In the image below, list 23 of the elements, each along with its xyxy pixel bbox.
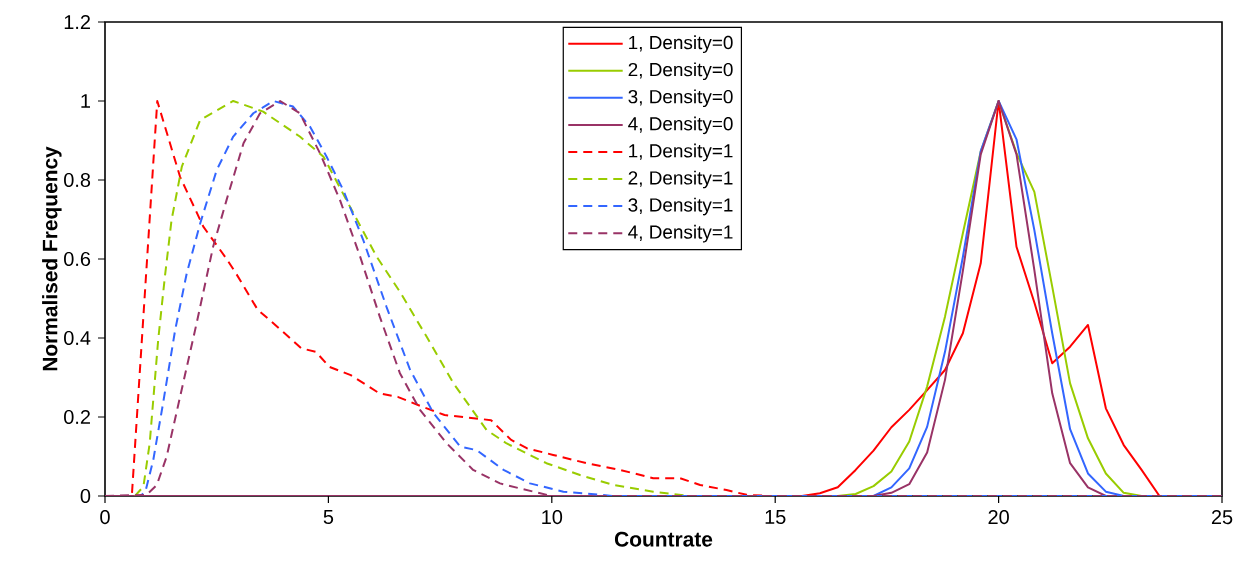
x-tick-label: 15: [765, 510, 786, 524]
legend-label: 3, Density=1: [628, 197, 733, 216]
legend-label: 2, Density=1: [628, 170, 733, 189]
y-tick-label: 0.6: [64, 251, 91, 267]
legend-label: 4, Density=1: [628, 224, 733, 243]
x-tick-label: 0: [100, 510, 110, 525]
legend-label: 1, Density=1: [629, 143, 733, 162]
y-tick-label: 0.2: [64, 409, 90, 425]
x-tick-label: 5: [323, 510, 334, 524]
legend-label: 3, Density=0: [628, 89, 733, 108]
y-tick-label: 1.2: [64, 15, 90, 29]
legend-label: 2, Density=0: [628, 62, 733, 81]
y-tick-label: 0.4: [64, 330, 91, 346]
y-axis-title: Normalised Frequency: [42, 146, 62, 371]
x-tick-label: 25: [1211, 510, 1233, 525]
legend-label: 4, Density=0: [628, 116, 733, 135]
y-tick-label: 0: [80, 488, 91, 504]
legend-label: 1, Density=0: [629, 35, 733, 53]
y-tick-label: 1: [81, 94, 90, 108]
x-axis-title: Countrate: [614, 531, 713, 547]
x-tick-label: 10: [542, 510, 563, 525]
y-tick-label: 0.8: [64, 172, 91, 188]
x-tick-label: 20: [988, 510, 1009, 525]
